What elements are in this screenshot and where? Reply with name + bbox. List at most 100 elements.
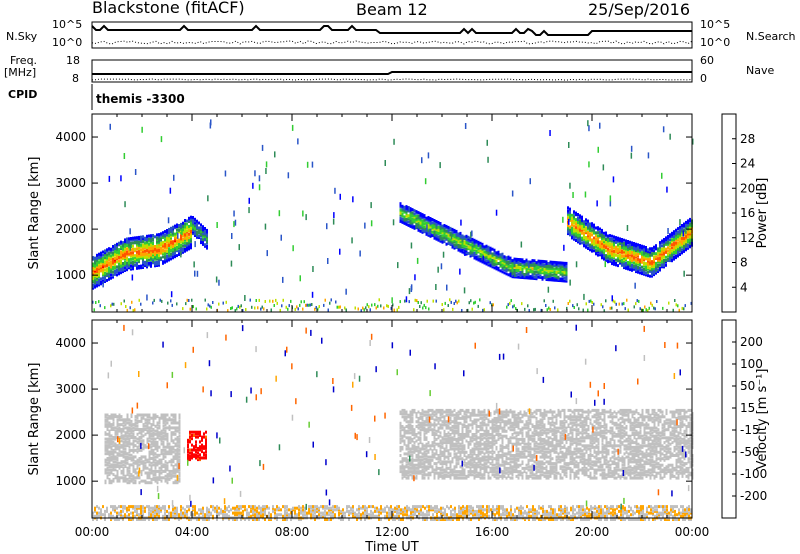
power-cell bbox=[422, 306, 424, 310]
velocity-cell bbox=[205, 446, 207, 450]
power-cell bbox=[623, 248, 625, 252]
velocity-cell bbox=[439, 457, 442, 461]
velocity-cell bbox=[138, 476, 141, 480]
velocity-cell bbox=[126, 444, 129, 448]
velocity-cell bbox=[407, 445, 410, 449]
power-cell bbox=[421, 227, 424, 231]
velocity-cell bbox=[443, 457, 446, 461]
power-cell bbox=[543, 268, 546, 272]
power-cell bbox=[413, 217, 416, 221]
velocity-cell bbox=[187, 440, 189, 444]
velocity-cell bbox=[154, 473, 157, 477]
power-cell bbox=[463, 241, 466, 245]
velocity-cell bbox=[132, 457, 135, 460]
velocity-cell bbox=[423, 460, 426, 464]
velocity-cell bbox=[399, 441, 402, 445]
power-cell bbox=[126, 308, 128, 312]
velocity-cell bbox=[447, 410, 450, 414]
power-cell bbox=[190, 223, 192, 227]
power-cell bbox=[569, 207, 571, 211]
power-cell bbox=[477, 256, 480, 260]
power-cell bbox=[182, 233, 184, 236]
velocity-cell bbox=[112, 477, 115, 481]
power-cell bbox=[433, 236, 436, 240]
power-cell bbox=[525, 258, 528, 262]
velocity-cell bbox=[463, 433, 466, 436]
power-cell bbox=[549, 308, 551, 311]
velocity-cell bbox=[124, 432, 127, 436]
power-cell bbox=[188, 232, 190, 236]
velocity-cell bbox=[201, 450, 203, 454]
velocity-cell bbox=[164, 413, 167, 417]
velocity-cell bbox=[134, 455, 137, 459]
power-cell bbox=[184, 235, 186, 239]
velocity-cell bbox=[455, 473, 458, 477]
velocity-cell bbox=[409, 416, 412, 420]
power-cell bbox=[681, 240, 683, 244]
power-cell bbox=[344, 306, 346, 310]
power-cell bbox=[176, 223, 178, 227]
power-cell bbox=[634, 282, 636, 289]
power-cell bbox=[609, 251, 611, 255]
power-cell bbox=[637, 259, 639, 263]
power-cell bbox=[627, 240, 629, 243]
velocity-cell bbox=[120, 439, 123, 443]
power-cell bbox=[565, 273, 568, 277]
power-cell bbox=[188, 236, 190, 240]
power-cell bbox=[130, 267, 132, 271]
velocity-cell bbox=[132, 477, 135, 481]
power-cell bbox=[627, 265, 629, 269]
power-cell bbox=[663, 247, 665, 251]
power-cell bbox=[513, 259, 516, 263]
velocity-cell bbox=[403, 441, 406, 445]
power-cell bbox=[433, 227, 436, 231]
power-cell bbox=[655, 257, 657, 260]
power-cell bbox=[639, 250, 641, 254]
power-cell bbox=[124, 265, 126, 269]
velocity-cell bbox=[114, 457, 117, 460]
velocity-cell bbox=[106, 439, 109, 443]
power-cell bbox=[154, 253, 156, 256]
power-cell bbox=[176, 302, 178, 306]
velocity-cell bbox=[429, 415, 432, 419]
power-cell bbox=[609, 242, 611, 246]
velocity-cell bbox=[164, 465, 167, 468]
velocity-cell bbox=[421, 418, 424, 422]
velocity-cell bbox=[405, 410, 408, 414]
power-cell bbox=[158, 236, 160, 240]
power-cell bbox=[510, 299, 512, 303]
power-cell bbox=[457, 240, 460, 244]
velocity-cell bbox=[465, 434, 468, 438]
power-cell bbox=[461, 245, 464, 249]
power-cell bbox=[178, 251, 180, 255]
velocity-cell bbox=[449, 444, 452, 448]
velocity-cell bbox=[118, 465, 121, 468]
power-cell bbox=[110, 255, 112, 259]
power-cell bbox=[661, 172, 663, 179]
velocity-cell bbox=[174, 421, 177, 425]
velocity-cell bbox=[415, 476, 418, 480]
velocity-cell bbox=[136, 450, 139, 454]
power-cell bbox=[487, 247, 490, 251]
velocity-cell bbox=[187, 448, 189, 452]
velocity-cell bbox=[451, 471, 454, 475]
power-cell bbox=[543, 260, 546, 264]
velocity-cell bbox=[156, 415, 159, 419]
velocity-cell bbox=[178, 419, 181, 423]
power-cell bbox=[579, 214, 581, 218]
power-cell bbox=[491, 255, 494, 259]
power-cell bbox=[198, 229, 200, 233]
power-cell bbox=[136, 250, 138, 254]
power-cell bbox=[429, 229, 431, 236]
power-cell bbox=[445, 229, 448, 233]
power-cell bbox=[585, 226, 587, 230]
velocity-cell bbox=[205, 445, 207, 449]
velocity-cell bbox=[193, 448, 195, 452]
velocity-cell bbox=[421, 455, 424, 459]
power-cell bbox=[413, 225, 416, 229]
velocity-cell bbox=[136, 461, 139, 465]
velocity-cell bbox=[443, 452, 446, 456]
power-cell bbox=[417, 225, 420, 229]
power-cell bbox=[611, 262, 613, 266]
power-cell bbox=[152, 237, 154, 241]
